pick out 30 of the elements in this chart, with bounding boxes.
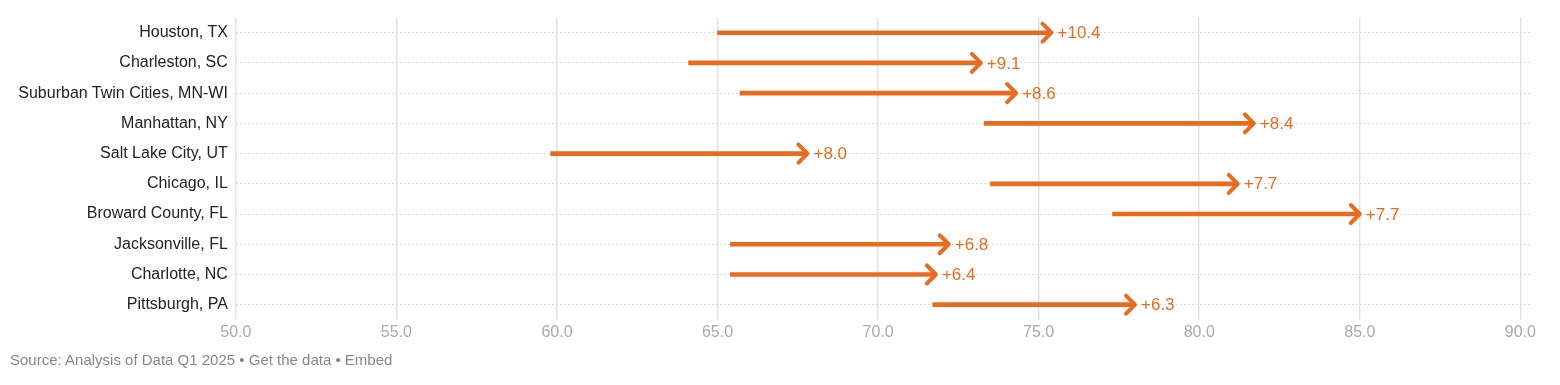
data-label: +6.8 (954, 234, 989, 254)
x-tick-label: 70.0 (862, 322, 894, 340)
data-label: +8.6 (1022, 83, 1056, 103)
y-tick-label: Salt Lake City, UT (100, 144, 229, 161)
x-tick-label: 50.0 (220, 322, 252, 340)
y-tick-label: Suburban Twin Cities, MN-WI (18, 83, 228, 101)
y-tick-label: Chicago, IL (146, 174, 228, 192)
y-tick-label: Houston, TX (139, 23, 229, 41)
x-tick-label: 75.0 (1023, 322, 1055, 340)
data-label: +6.3 (1141, 295, 1175, 315)
data-label: +8.0 (813, 144, 848, 164)
data-label: +10.4 (1057, 23, 1101, 43)
data-label: +7.7 (1243, 174, 1278, 194)
data-label: +8.4 (1259, 114, 1294, 134)
y-tick-label: Charlotte, NC (130, 264, 228, 282)
y-tick-label: Manhattan, NY (121, 113, 229, 131)
x-tick-label: 90.0 (1504, 322, 1537, 340)
data-label: +7.7 (1365, 204, 1400, 224)
y-tick-label: Broward County, FL (86, 204, 228, 222)
y-tick-label: Jacksonville, FL (114, 234, 228, 252)
data-label: +9.1 (986, 53, 1021, 73)
source-note: Source: Analysis of Data Q1 2025 • Get the data • Embed (10, 351, 394, 368)
x-tick-label: 55.0 (380, 322, 413, 340)
y-tick-label: Pittsburgh, PA (126, 295, 229, 313)
data-label: +6.4 (941, 265, 976, 285)
x-tick-label: 60.0 (541, 322, 573, 340)
x-tick-label: 80.0 (1183, 322, 1215, 340)
x-tick-label: 65.0 (701, 322, 734, 340)
y-tick-label: Charleston, SC (119, 53, 228, 71)
x-tick-label: 85.0 (1344, 322, 1376, 340)
